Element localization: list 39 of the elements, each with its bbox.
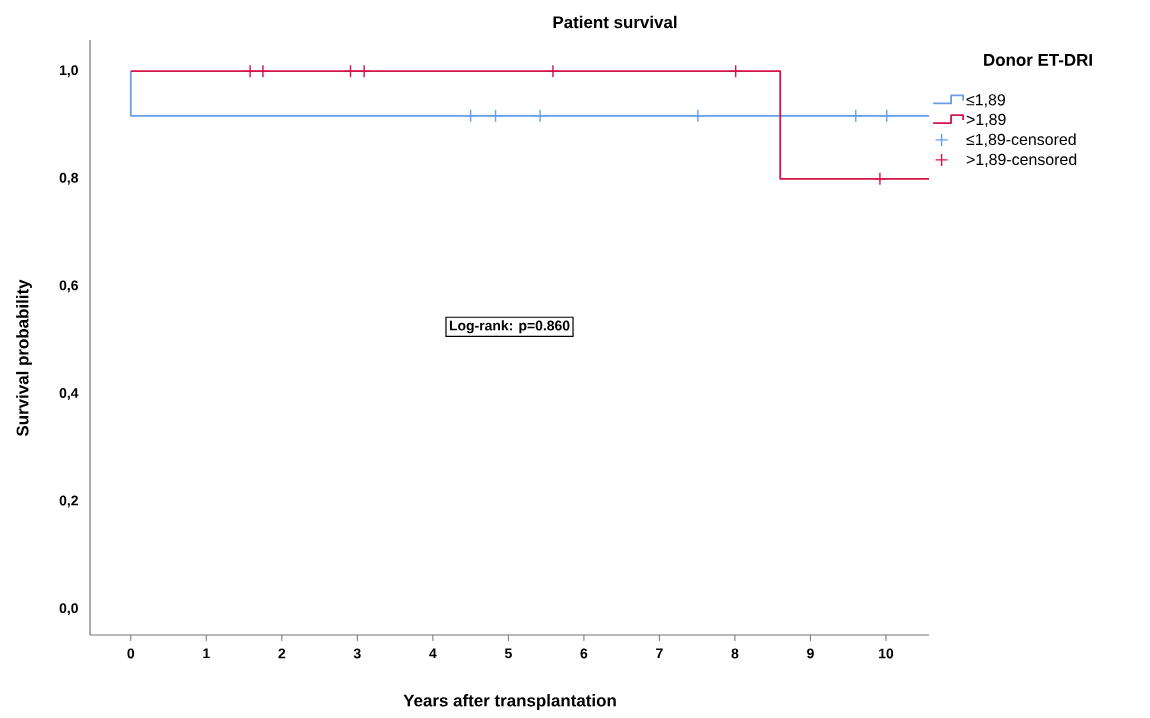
legend-title: Donor ET-DRI [984,54,1092,66]
y-tick-label: 1,0 [59,65,78,78]
x-tick-label: 5 [504,648,512,659]
point [243,64,257,78]
legend-label: >1,89-censored [966,153,1077,167]
point [463,109,478,123]
x-tick-label: 10 [879,648,894,659]
point [357,64,371,78]
x-tick-label: 8 [731,648,739,659]
x-tick-label: 2 [278,648,286,659]
y-tick-label: 0,4 [59,388,79,400]
annotation: Log-rank: p=0.860 [449,320,570,334]
x-tick-label: 9 [807,648,814,659]
point [533,109,547,123]
point [728,64,743,78]
y-tick-label: 0,0 [59,603,78,616]
legend-label: >1,89 [966,113,1006,127]
y-axis-title: Survival probability [16,279,32,437]
x-axis-title: Years after transplantation [403,694,616,710]
x-tick-label: 6 [580,648,588,659]
x-tick-label: 1 [203,648,210,659]
chart-title: Patient survival [553,15,677,29]
x-tick-label: 3 [353,648,361,659]
y-tick-label: 0,8 [59,172,79,185]
x-tick-label: 4 [429,648,437,659]
point [849,109,863,123]
point [256,64,270,78]
x-tick-label: 0 [127,648,135,659]
legend-label: ≤1,89 [966,94,1006,108]
point [873,172,887,186]
y-tick-label: 0,2 [59,495,78,508]
point [343,64,358,78]
point [880,109,894,123]
y-tick-label: 0,6 [59,280,78,293]
x-tick-label: 7 [656,648,663,659]
legend-label: ≤1,89-censored [966,133,1076,147]
point [488,109,503,123]
point [691,109,705,123]
point [546,64,560,78]
